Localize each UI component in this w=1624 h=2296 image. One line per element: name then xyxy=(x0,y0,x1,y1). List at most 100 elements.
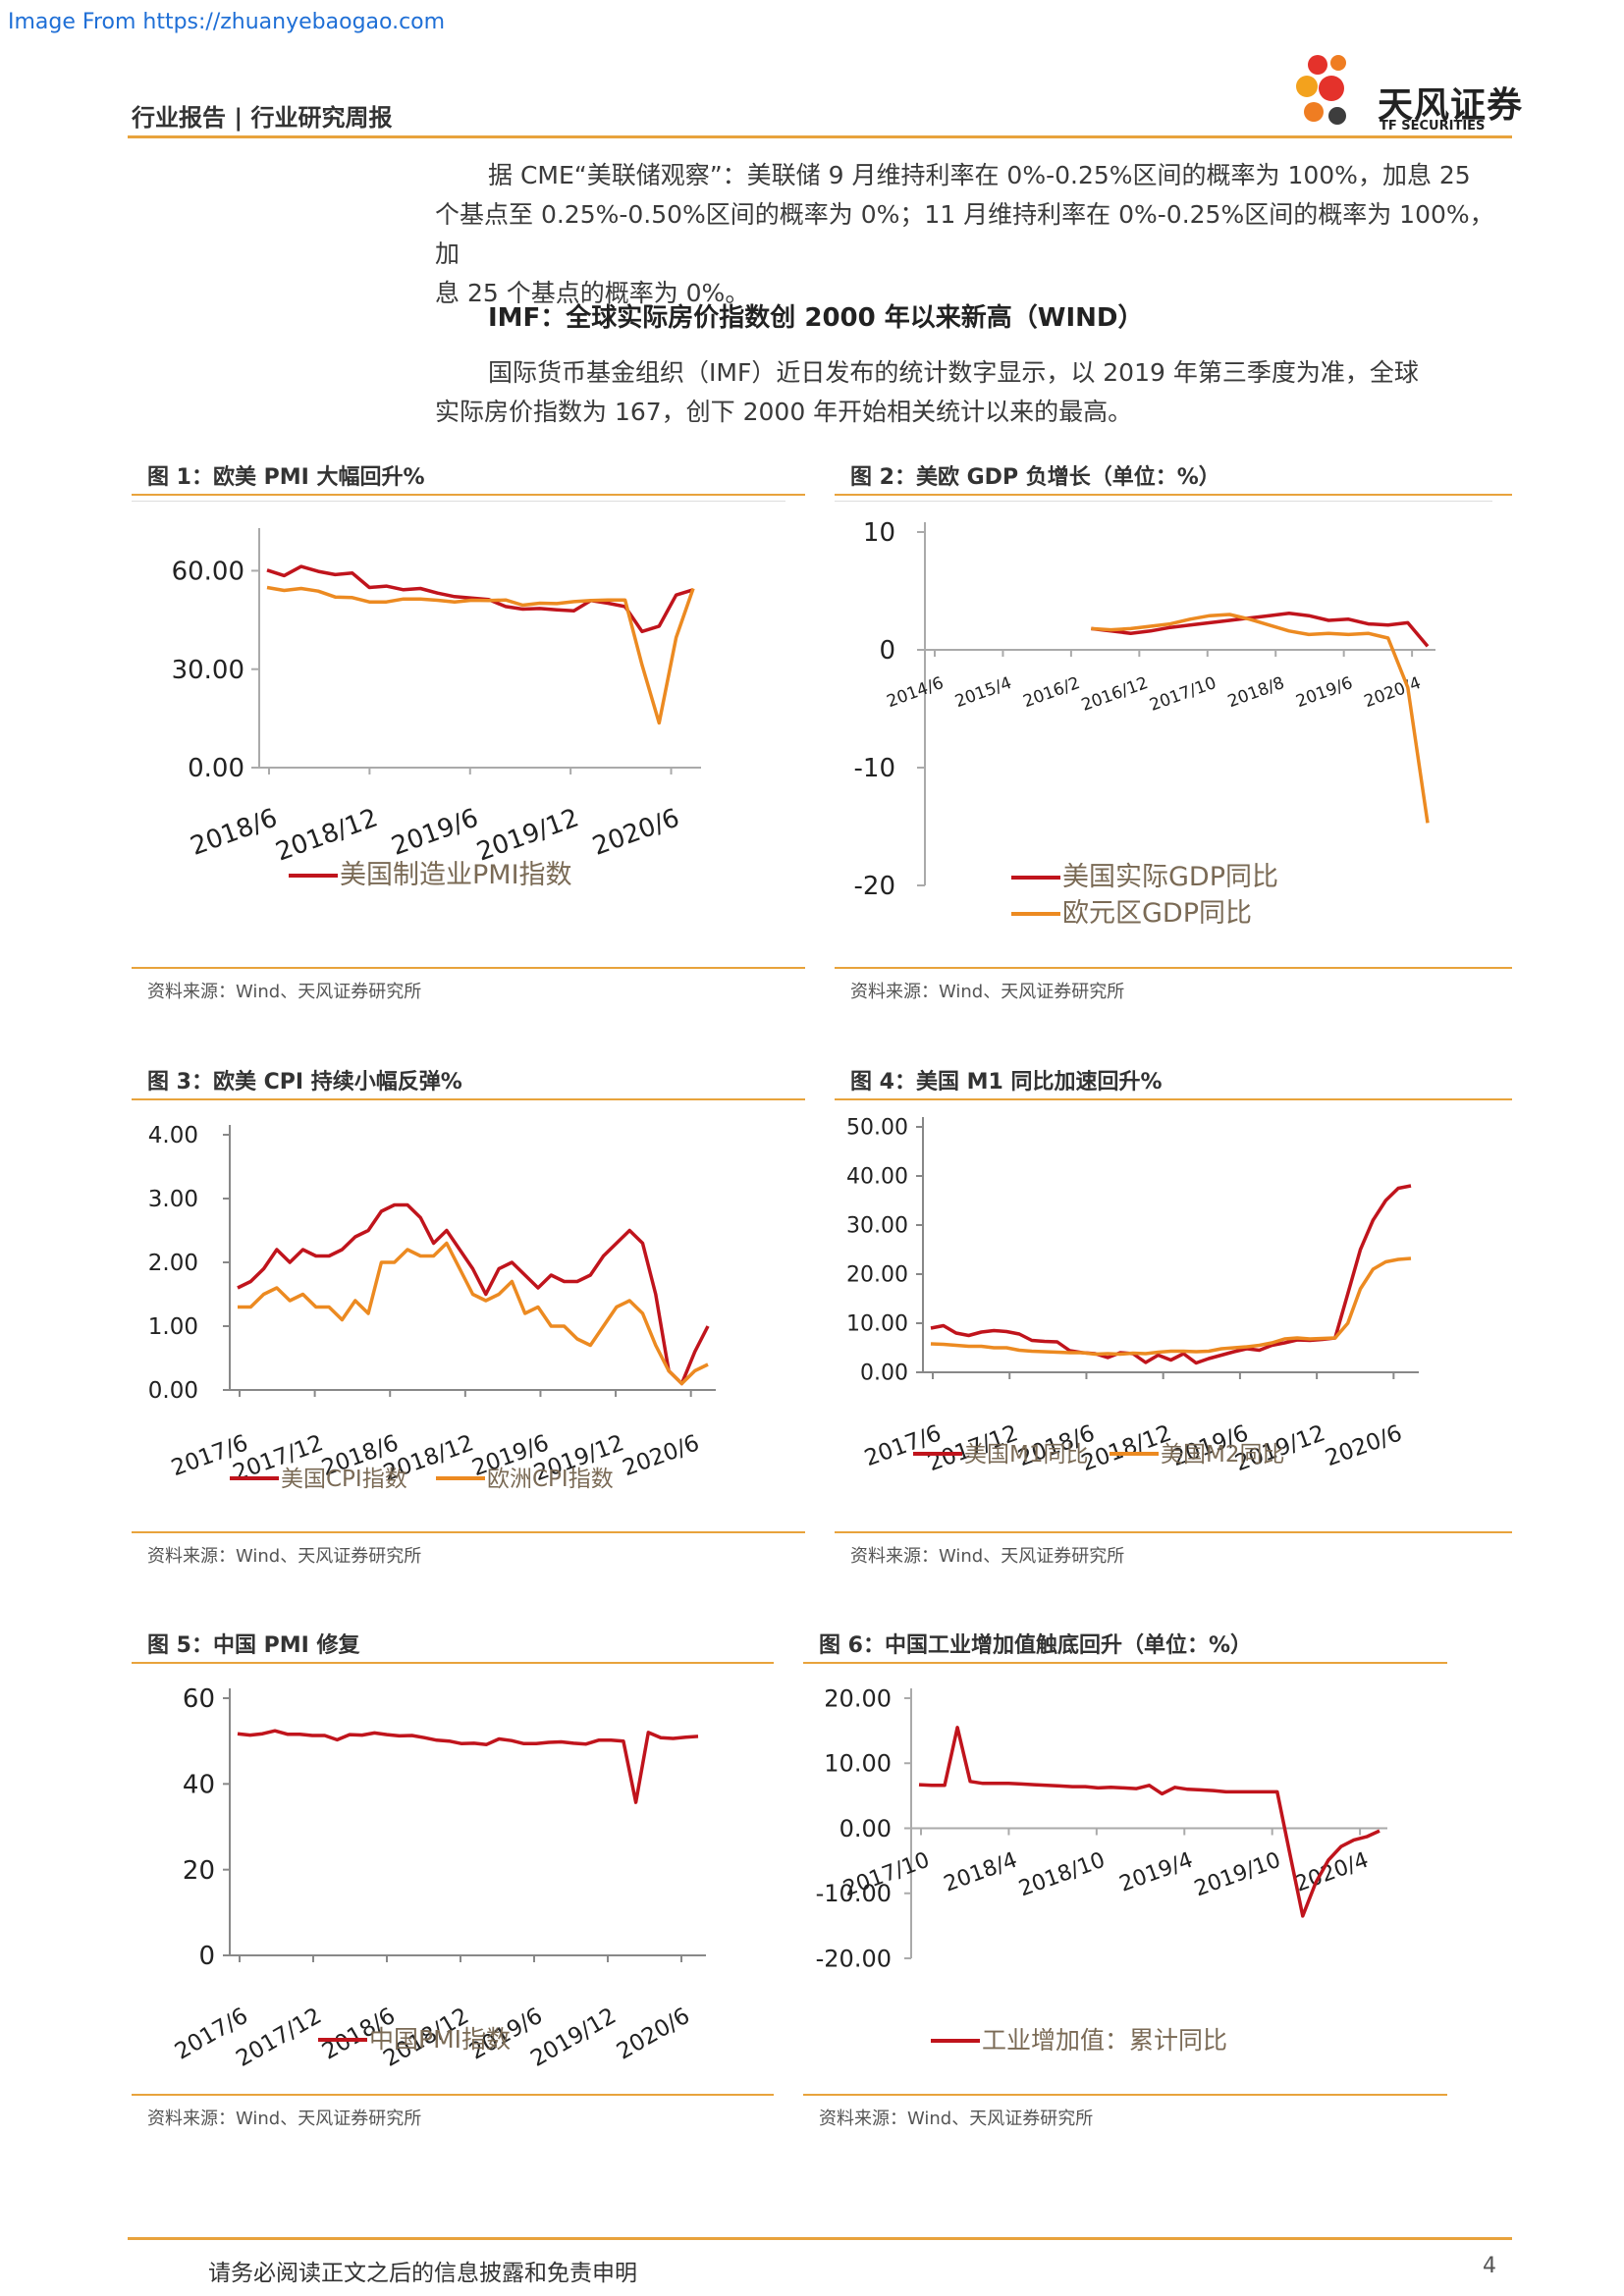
x-tick-label: 2020/6 xyxy=(589,803,683,861)
series-line xyxy=(238,1241,709,1386)
figure-6-source: 资料来源：Wind、天风证券研究所 xyxy=(819,2109,1094,2129)
legend-label: 欧洲CPI指数 xyxy=(487,1467,614,1492)
y-tick-label: 3.00 xyxy=(148,1187,198,1212)
series-line xyxy=(918,1726,1380,1918)
x-tick-label: 2019/12 xyxy=(526,2003,621,2072)
y-tick-label: 10 xyxy=(863,518,895,548)
y-tick-label: 20.00 xyxy=(846,1263,908,1288)
x-tick-label: 2018/12 xyxy=(272,803,382,867)
y-tick-label: 50.00 xyxy=(846,1116,908,1141)
logo-name: 天风证券 xyxy=(1378,85,1524,126)
figure-rule xyxy=(132,967,805,969)
x-tick-label: 2017/10 xyxy=(1147,673,1218,716)
figure-3-chart: 4.003.002.001.000.002017/62017/122018/62… xyxy=(148,1123,716,1492)
y-tick-label: 30.00 xyxy=(846,1214,908,1239)
figure-1-title: 图 1：欧美 PMI 大幅回升% xyxy=(147,465,425,490)
series-line xyxy=(930,1184,1412,1365)
figure-4-source: 资料来源：Wind、天风证券研究所 xyxy=(850,1546,1125,1567)
figure-6-title: 图 6：中国工业增加值触底回升（单位：%） xyxy=(819,1633,1253,1658)
figure-5-title: 图 5：中国 PMI 修复 xyxy=(147,1633,360,1658)
paragraph-fed-watch: 据 CME“美联储观察”：美联储 9 月维持利率在 0%-0.25%区间的概率为… xyxy=(435,156,1512,313)
series-line xyxy=(237,1202,710,1386)
footer-rule xyxy=(128,2237,1512,2240)
legend-label: 美国实际GDP同比 xyxy=(1062,862,1278,892)
text-line: 个基点至 0.25%-0.50%区间的概率为 0%；11 月维持利率在 0%-0… xyxy=(435,200,1494,268)
figure-4-chart: 50.0040.0030.0020.0010.000.002017/62017/… xyxy=(846,1116,1419,1476)
legend-label: 美国M2同比 xyxy=(1161,1442,1284,1468)
series-line xyxy=(930,1256,1412,1357)
figure-4-title: 图 4：美国 M1 同比加速回升% xyxy=(850,1070,1163,1095)
x-tick-label: 2019/12 xyxy=(473,803,583,867)
figure-2-chart: 10 0 -10 -20 2014/6 2015/4 2016/22016/122017/1… xyxy=(835,501,1492,929)
x-tick-label: 2020/6 xyxy=(620,1430,703,1481)
x-tick-label: 2020/6 xyxy=(1322,1420,1405,1471)
y-tick-label: 4.00 xyxy=(148,1123,198,1148)
figure-3-source: 资料来源：Wind、天风证券研究所 xyxy=(147,1546,422,1567)
series-line xyxy=(1091,612,1430,648)
y-tick-label: 40.00 xyxy=(846,1165,908,1190)
legend-label: 美国M1同比 xyxy=(964,1442,1088,1468)
figure-rule xyxy=(132,2094,774,2096)
y-tick-label: 0.00 xyxy=(839,1815,892,1842)
x-tick-label: 2020/6 xyxy=(613,2003,694,2065)
figure-5-source: 资料来源：Wind、天风证券研究所 xyxy=(147,2109,422,2129)
x-tick-label: 2015/4 xyxy=(952,673,1014,712)
x-tick-label: 2018/4 xyxy=(941,1848,1020,1897)
figure-5-chart: 60402002017/62017/122018/62018/122019/62… xyxy=(171,1684,706,2072)
y-tick-label: 0.00 xyxy=(188,754,244,783)
y-tick-label: 60.00 xyxy=(172,558,244,587)
y-tick-label: -20.00 xyxy=(816,1945,892,1972)
x-tick-label: 2019/6 xyxy=(388,803,482,861)
y-tick-label: 0.00 xyxy=(860,1362,908,1386)
x-tick-label: 2019/4 xyxy=(1116,1848,1196,1897)
figure-rule xyxy=(132,494,805,496)
figure-rule xyxy=(835,967,1512,969)
y-tick-label: 10.00 xyxy=(824,1750,892,1778)
paragraph-imf: 国际货币基金组织（IMF）近日发布的统计数字显示，以 2019 年第三季度为准，… xyxy=(435,353,1512,432)
x-tick-label: 2018/6 xyxy=(187,803,281,861)
x-tick-label: 2019/10 xyxy=(1191,1848,1283,1902)
x-tick-label: 2020/4 xyxy=(1362,673,1424,712)
y-tick-label: -10 xyxy=(854,754,895,783)
tf-securities-logo-icon xyxy=(1296,55,1346,125)
text-line: 据 CME“美联储观察”：美联储 9 月维持利率在 0%-0.25%区间的概率为… xyxy=(488,161,1471,189)
series-line xyxy=(266,585,695,725)
figure-2-title: 图 2：美欧 GDP 负增长（单位：%） xyxy=(850,465,1220,490)
y-tick-label: 10.00 xyxy=(846,1312,908,1337)
y-tick-label: 60 xyxy=(183,1684,215,1714)
legend-label: 美国制造业PMI指数 xyxy=(340,860,572,890)
x-tick-label: 2016/2 xyxy=(1021,673,1083,712)
figure-2-source: 资料来源：Wind、天风证券研究所 xyxy=(850,982,1125,1002)
y-tick-label: 1.00 xyxy=(148,1314,198,1340)
figure-rule xyxy=(132,1098,805,1100)
logo-english-name: TF SECURITIES xyxy=(1380,119,1486,133)
y-tick-label: 20 xyxy=(183,1856,215,1886)
y-tick-label: 0 xyxy=(198,1942,215,1971)
footer-disclaimer[interactable]: 请务必阅读正文之后的信息披露和免责申明 xyxy=(208,2261,637,2286)
x-tick-label: 2018/8 xyxy=(1225,673,1287,712)
figure-3-title: 图 3：欧美 CPI 持续小幅反弹% xyxy=(147,1070,462,1095)
page-number: 4 xyxy=(1483,2254,1496,2278)
text-line: 实际房价指数为 167，创下 2000 年开始相关统计以来的最高。 xyxy=(435,398,1133,426)
y-tick-label: -20 xyxy=(854,872,895,901)
series-line xyxy=(237,1729,699,1804)
series-line xyxy=(1091,613,1430,824)
section-subheading: IMF：全球实际房价指数创 2000 年以来新高（WIND） xyxy=(488,303,1144,333)
figure-rule xyxy=(803,1662,1447,1664)
y-tick-label: 2.00 xyxy=(148,1251,198,1276)
report-category: 行业报告 | 行业研究周报 xyxy=(132,104,393,132)
text-line: 国际货币基金组织（IMF）近日发布的统计数字显示，以 2019 年第三季度为准，… xyxy=(488,358,1419,387)
figure-rule xyxy=(132,1662,774,1664)
header-rule xyxy=(128,135,1512,138)
figure-rule xyxy=(803,2094,1447,2096)
figure-rule xyxy=(132,1531,805,1533)
x-tick-label: 2019/6 xyxy=(1293,673,1355,712)
y-tick-label: 20.00 xyxy=(824,1684,892,1712)
text-line: 息 25 个基点的概率为 0%。 xyxy=(435,279,750,307)
source-watermark[interactable]: Image From https://zhuanyebaogao.com xyxy=(8,10,446,34)
y-tick-label: 0 xyxy=(879,636,895,666)
figure-1-source: 资料来源：Wind、天风证券研究所 xyxy=(147,982,422,1002)
x-tick-label: 2017/12 xyxy=(232,2003,326,2072)
